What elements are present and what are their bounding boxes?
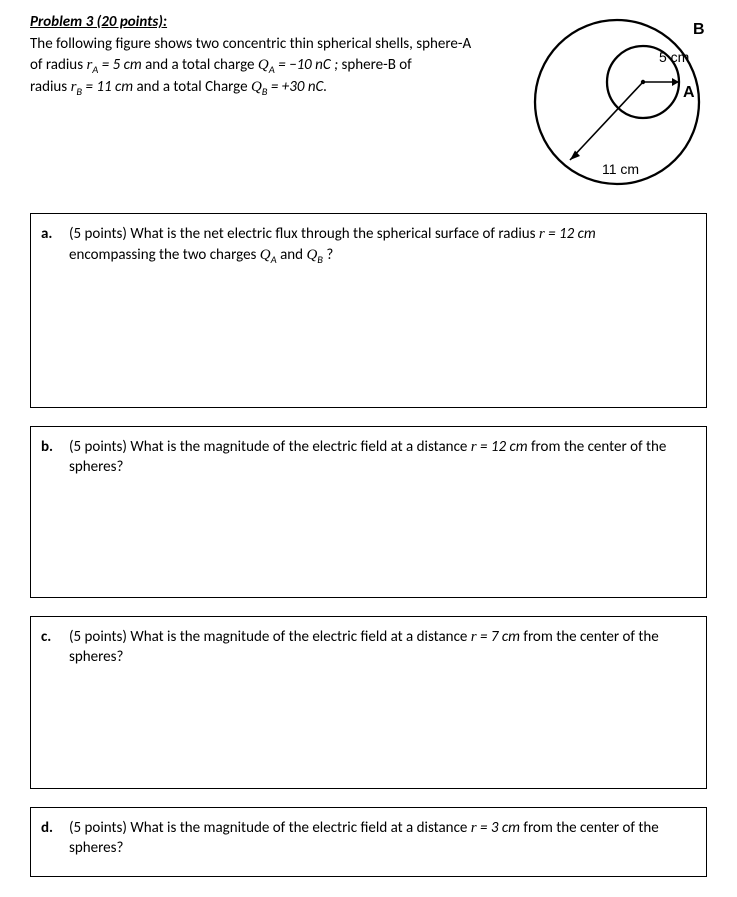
a-points: (5 points) [69,225,130,243]
d-r-eq: = 3 cm [477,819,520,837]
a-r-eq: = 12 cm [545,225,596,243]
answer-space-d [41,858,696,866]
question-b-box: b. (5 points) What is the magnitude of t… [30,426,707,599]
b-points: (5 points) [69,438,130,456]
a-QA-var: Q [260,247,271,263]
c-q-pre: What is the magnitude of the electric fi… [130,628,470,646]
question-b-row: b. (5 points) What is the magnitude of t… [41,437,696,478]
part-d-label: d. [41,818,59,859]
c-r-eq: = 7 cm [477,628,520,646]
part-c-text: (5 points) What is the magnitude of the … [69,627,696,668]
sphere-A-label: A [683,84,695,101]
part-c-label: c. [41,627,59,668]
QB-var: Q [251,79,262,95]
problem-text-block: Problem 3 (20 points): The following fig… [30,12,515,99]
problem-header: Problem 3 (20 points): The following fig… [30,12,707,193]
question-a-box: a. (5 points) What is the net electric f… [30,213,707,407]
desc-l3-pre: radius [30,78,71,96]
a-and: and [277,246,307,264]
answer-space-c [41,668,696,778]
r-outer-label: 11 cm [602,161,639,177]
r-inner-label: 5 cm [659,49,689,65]
question-d-box: d. (5 points) What is the magnitude of t… [30,807,707,878]
c-points: (5 points) [69,628,130,646]
a-q-post1: encompassing the two charges [69,246,260,264]
a-q-end: ? [323,246,333,264]
QB-eq: = +30 nC. [268,78,328,96]
question-c-row: c. (5 points) What is the magnitude of t… [41,627,696,668]
question-c-box: c. (5 points) What is the magnitude of t… [30,616,707,789]
desc-l2-end: sphere-B of [338,56,412,74]
desc-line1: The following figure shows two concentri… [30,35,471,53]
QA-eq: = −10 nC ; [275,56,338,74]
part-a-text: (5 points) What is the net electric flux… [69,224,696,266]
problem-desc: The following figure shows two concentri… [30,34,515,99]
a-QB-var: Q [306,247,317,263]
part-b-text: (5 points) What is the magnitude of the … [69,437,696,478]
rA-eq: = 5 cm [98,56,141,74]
b-q-pre: What is the magnitude of the electric fi… [130,438,470,456]
rB-eq: = 11 cm [82,78,133,96]
sphere-B-label: B [693,21,705,38]
answer-space-a [41,267,696,397]
concentric-spheres-diagram: 5 cm 11 cm A B [527,12,707,193]
QA-var: Q [258,57,269,73]
part-a-label: a. [41,224,59,266]
desc-l2-mid: and a total charge [142,56,258,74]
d-q-pre: What is the magnitude of the electric fi… [130,819,470,837]
b-r-eq: = 12 cm [477,438,528,456]
part-d-text: (5 points) What is the magnitude of the … [69,818,696,859]
desc-l3-mid: and a total Charge [133,78,251,96]
a-q-pre: What is the net electric flux through th… [130,225,539,243]
part-b-label: b. [41,437,59,478]
answer-space-b [41,477,696,587]
question-a-row: a. (5 points) What is the net electric f… [41,224,696,266]
question-d-row: d. (5 points) What is the magnitude of t… [41,818,696,859]
d-points: (5 points) [69,819,130,837]
desc-l2-pre: of radius [30,56,86,74]
problem-title: Problem 3 (20 points): [30,12,515,32]
